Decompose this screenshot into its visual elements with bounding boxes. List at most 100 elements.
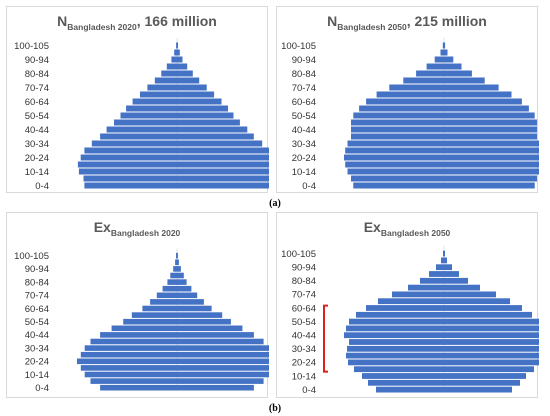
tick-label-20-24: 20-24 [25, 357, 49, 368]
bar-80-84 [420, 277, 468, 284]
pyramid-panel-ex-2020: 0-4 10-14 20-24 30-34 40-44 50-54 60-64 70-74 80… [6, 212, 269, 398]
pyramid-panel-n-2050: 0-4 10-14 20-24 30-34 40-44 50-54 60-64 70-74 80… [276, 6, 539, 193]
bar-20-24 [80, 154, 269, 161]
tick-label-80-84: 80-84 [292, 276, 316, 287]
bar-10-14 [84, 371, 269, 378]
bar-95-99 [440, 49, 448, 56]
tick-label-70-74: 70-74 [292, 83, 316, 94]
tick-label-0-4: 0-4 [302, 181, 316, 192]
tick-label-40-44: 40-44 [25, 125, 49, 136]
tick-label-50-54: 50-54 [25, 317, 49, 328]
bar-20-24 [348, 359, 539, 366]
bar-65-69 [140, 91, 215, 98]
pyramid-panel-n-2020: 0-4 10-14 20-24 30-34 40-44 50-54 60-64 70-74 80… [6, 6, 269, 193]
tick-label-100-105: 100-105 [281, 41, 316, 52]
bar-90-94 [436, 264, 452, 271]
bar-40-44 [344, 332, 539, 339]
bar-40-44 [106, 126, 248, 133]
tick-label-90-94: 90-94 [292, 263, 316, 274]
tick-label-30-34: 30-34 [292, 139, 316, 150]
bar-100-105 [176, 252, 178, 259]
chart-title: NBangladesh 2020, 166 million [57, 13, 217, 32]
bar-35-39 [90, 338, 264, 345]
tick-label-40-44: 40-44 [25, 330, 49, 341]
bar-0-4 [376, 386, 512, 393]
tick-label-0-4: 0-4 [302, 385, 316, 396]
bar-90-94 [434, 56, 454, 63]
bar-0-4 [84, 182, 269, 189]
bar-35-39 [349, 339, 539, 345]
tick-label-60-64: 60-64 [292, 97, 316, 108]
bar-20-24 [77, 358, 269, 365]
bar-60-64 [132, 98, 222, 105]
tick-label-90-94: 90-94 [25, 55, 49, 66]
bar-75-79 [154, 77, 200, 84]
bar-40-44 [351, 126, 537, 133]
bar-45-49 [114, 119, 240, 126]
bar-65-69 [378, 298, 510, 305]
bar-45-49 [111, 325, 243, 332]
bar-30-34 [347, 140, 539, 147]
tick-label-90-94: 90-94 [292, 55, 316, 66]
bar-80-84 [416, 70, 472, 77]
bar-30-34 [84, 345, 269, 351]
bar-10-14 [78, 168, 269, 175]
bar-30-34 [347, 345, 539, 352]
bar-70-74 [156, 292, 198, 299]
pyramid-chart-ex-2050: 0-4 10-14 20-24 30-34 40-44 50-54 60-64 70-74 80… [281, 246, 539, 396]
bar-75-79 [162, 285, 192, 292]
subfigure-label-b: (b) [268, 403, 282, 414]
bar-45-49 [351, 119, 537, 126]
bar-55-59 [131, 312, 223, 318]
bar-50-54 [349, 318, 539, 325]
pyramid-panel-ex-2050: 0-4 10-14 20-24 30-34 40-44 50-54 60-64 70-74 80… [276, 212, 539, 398]
tick-label-50-54: 50-54 [292, 111, 316, 122]
tick-label-50-54: 50-54 [292, 317, 316, 328]
bar-25-29 [346, 352, 539, 359]
bar-25-29 [345, 147, 539, 154]
tick-label-80-84: 80-84 [25, 277, 49, 288]
tick-label-0-4: 0-4 [35, 383, 49, 394]
tick-label-20-24: 20-24 [25, 153, 49, 164]
bar-50-54 [123, 318, 231, 325]
tick-label-40-44: 40-44 [292, 125, 316, 136]
tick-label-30-34: 30-34 [25, 343, 49, 354]
tick-label-0-4: 0-4 [35, 181, 49, 192]
tick-label-30-34: 30-34 [292, 344, 316, 355]
bar-80-84 [161, 70, 193, 77]
bar-100-105 [442, 42, 446, 49]
bar-60-64 [366, 305, 522, 311]
chart-title: NBangladesh 2050, 215 million [327, 13, 487, 32]
tick-label-10-14: 10-14 [292, 167, 316, 178]
bar-75-79 [403, 77, 485, 84]
bar-95-99 [174, 49, 180, 56]
tick-label-70-74: 70-74 [25, 83, 49, 94]
bar-70-74 [389, 84, 499, 91]
bar-65-69 [150, 299, 204, 305]
tick-label-40-44: 40-44 [292, 331, 316, 342]
bar-5-9 [368, 379, 520, 386]
tick-label-100-105: 100-105 [14, 41, 49, 52]
bar-5-9 [90, 378, 264, 384]
subfigure-label-a: (a) [269, 198, 281, 209]
bar-55-59 [356, 311, 532, 318]
bar-30-34 [91, 140, 263, 147]
chart-title: ExBangladesh 2050 [363, 219, 451, 238]
bar-25-29 [80, 351, 269, 358]
bar-10-14 [347, 168, 539, 175]
tick-label-20-24: 20-24 [292, 358, 316, 369]
bar-85-89 [426, 63, 462, 70]
tick-label-70-74: 70-74 [25, 291, 49, 302]
annotation-bracket [323, 304, 328, 373]
bar-95-99 [441, 257, 447, 264]
tick-label-60-64: 60-64 [25, 97, 49, 108]
tick-label-90-94: 90-94 [25, 264, 49, 275]
bar-85-89 [170, 272, 184, 279]
tick-label-10-14: 10-14 [25, 167, 49, 178]
bar-80-84 [167, 279, 187, 285]
tick-label-60-64: 60-64 [25, 304, 49, 315]
bar-10-14 [362, 373, 526, 379]
bar-100-105 [176, 42, 178, 49]
bar-95-99 [175, 259, 179, 266]
bar-15-19 [77, 161, 269, 168]
